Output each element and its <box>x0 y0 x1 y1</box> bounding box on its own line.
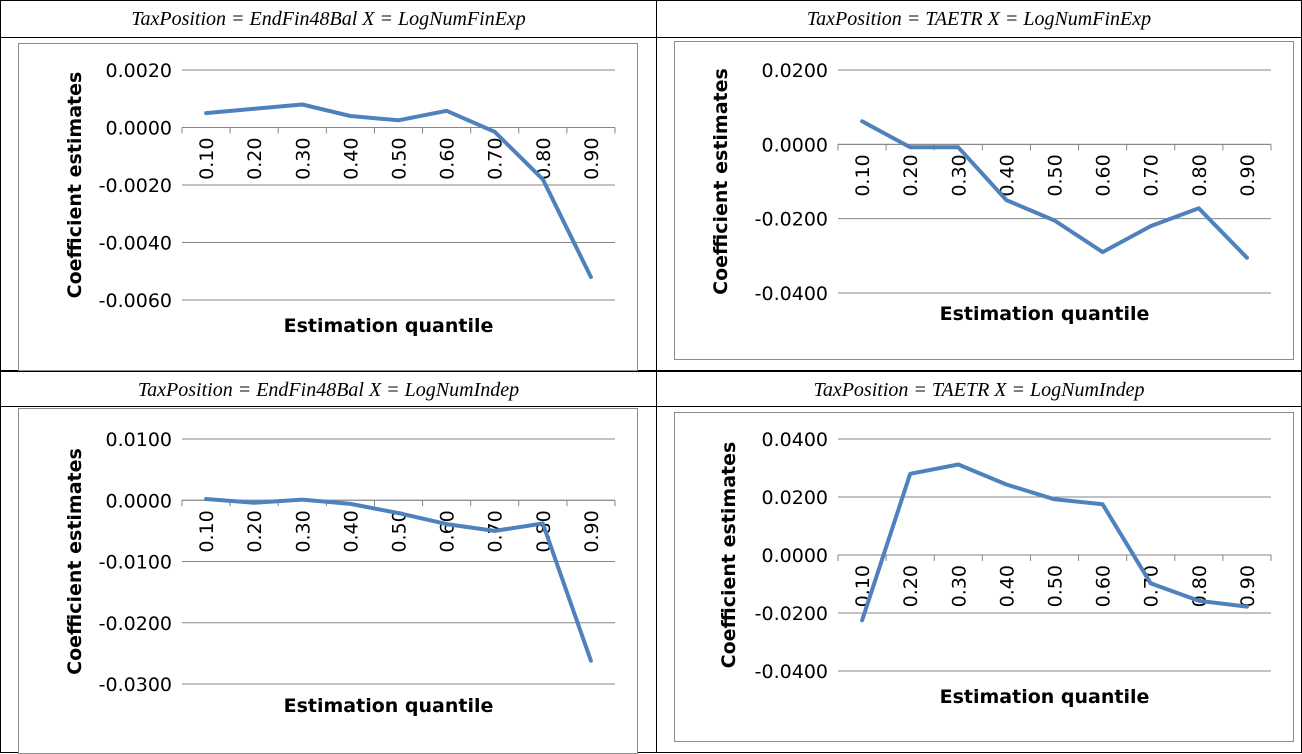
y-tick-label: -0.0020 <box>99 175 172 197</box>
table-border-left <box>0 0 1 753</box>
x-tick-label: 0.10 <box>196 138 218 180</box>
x-tick-label: 0.40 <box>340 510 362 552</box>
chart-box-bottom-right: 0.0400 0.0200 0.0000 -0.0200 -0.0400 0.10 0.20… <box>674 412 1294 742</box>
x-axis-title: Estimation quantile <box>284 315 494 337</box>
x-tick-label: 0.30 <box>948 565 970 607</box>
line-chart-bottom-left: 0.0100 0.0000 -0.0100 -0.0200 -0.0300 0.10 0.2… <box>64 429 616 717</box>
x-tick-label: 0.10 <box>852 154 874 196</box>
y-tick-label: 0.0400 <box>762 429 828 451</box>
x-tick-label: 0.40 <box>340 138 362 180</box>
x-tick-label: 0.30 <box>948 154 970 196</box>
chart-title-top-right: TaxPosition = TAETR X = LogNumFinExp <box>806 8 1152 30</box>
x-tick-label: 0.20 <box>900 154 922 196</box>
x-tick-label: 0.40 <box>996 565 1018 607</box>
x-tick-label: 0.10 <box>196 510 218 552</box>
line-chart-top-left: 0.0020 0.0000 -0.0020 -0.0040 -0.0060 0.10 0.2… <box>64 60 616 337</box>
y-tick-label: 0.0020 <box>106 60 172 82</box>
x-axis-title: Estimation quantile <box>940 686 1150 708</box>
line-chart-bottom-right: 0.0400 0.0200 0.0000 -0.0200 -0.0400 0.10 0.20… <box>718 429 1272 708</box>
x-axis-title: Estimation quantile <box>284 695 494 717</box>
chart-box-top-right: 0.0200 0.0000 -0.0200 -0.0400 0.10 0.20 0.30 0.… <box>674 41 1294 360</box>
y-tick-label: -0.0040 <box>99 233 172 255</box>
x-tick-label: 0.80 <box>533 138 555 180</box>
y-tick-label: -0.0400 <box>755 661 828 683</box>
x-tick-label: 0.30 <box>292 138 314 180</box>
y-tick-label: -0.0100 <box>99 552 172 574</box>
x-tick-label: 0.50 <box>1045 154 1067 196</box>
chart-box-top-left: 0.0020 0.0000 -0.0020 -0.0040 -0.0060 0.10 0.2… <box>18 43 638 371</box>
x-tick-label: 0.90 <box>1237 565 1259 607</box>
x-tick-label: 0.50 <box>1045 565 1067 607</box>
x-tick-label: 0.50 <box>389 138 411 180</box>
y-tick-label: -0.0200 <box>99 613 172 635</box>
y-tick-label: -0.0300 <box>99 674 172 696</box>
series-line <box>204 102 593 279</box>
series-line <box>860 119 1249 260</box>
series-line <box>204 497 593 663</box>
x-tick-label: 0.60 <box>437 510 459 552</box>
x-tick-label: 0.50 <box>389 510 411 552</box>
y-tick-label: 0.0200 <box>762 60 828 82</box>
x-tick-label: 0.30 <box>292 510 314 552</box>
chart-box-bottom-left: 0.0100 0.0000 -0.0100 -0.0200 -0.0300 0.10 0.2… <box>18 408 638 754</box>
x-tick-label: 0.90 <box>1237 154 1259 196</box>
x-tick-label: 0.60 <box>437 138 459 180</box>
table-divider-row1 <box>0 37 1302 38</box>
table-divider-middle <box>0 370 1302 372</box>
table-border-top <box>0 0 1302 1</box>
x-tick-label: 0.60 <box>1093 565 1115 607</box>
y-tick-label: 0.0000 <box>762 134 828 156</box>
chart-title-bottom-right: TaxPosition = TAETR X = LogNumIndep <box>813 379 1145 401</box>
x-tick-label: 0.10 <box>852 565 874 607</box>
x-tick-label: 0.60 <box>1093 154 1115 196</box>
x-tick-label: 0.80 <box>1189 565 1211 607</box>
x-tick-label: 0.20 <box>900 565 922 607</box>
y-tick-label: 0.0000 <box>762 545 828 567</box>
table-divider-row3 <box>0 406 1302 407</box>
x-tick-label: 0.90 <box>581 138 603 180</box>
y-tick-label: -0.0060 <box>99 290 172 312</box>
y-tick-label: -0.0400 <box>755 283 828 305</box>
y-tick-label: 0.0000 <box>106 118 172 140</box>
table-divider-column <box>656 0 657 753</box>
line-chart-top-right: 0.0200 0.0000 -0.0200 -0.0400 0.10 0.20 0.30 0.… <box>710 60 1272 325</box>
x-tick-label: 0.80 <box>1189 154 1211 196</box>
y-tick-label: -0.0200 <box>755 209 828 231</box>
x-axis-title: Estimation quantile <box>940 303 1150 325</box>
x-tick-label: 0.40 <box>996 154 1018 196</box>
chart-title-top-left: TaxPosition = EndFin48Bal X = LogNumFinE… <box>131 8 526 30</box>
x-tick-label: 0.90 <box>581 510 603 552</box>
y-axis-title: Coefficient estimates <box>64 72 86 299</box>
y-tick-label: -0.0200 <box>755 603 828 625</box>
y-tick-label: 0.0000 <box>106 490 172 512</box>
x-tick-label: 0.20 <box>244 510 266 552</box>
x-tick-label: 0.70 <box>485 138 507 180</box>
y-axis-title: Coefficient estimates <box>710 68 732 295</box>
x-tick-label: 0.20 <box>244 138 266 180</box>
y-tick-label: 0.0100 <box>106 429 172 451</box>
y-axis-title: Coefficient estimates <box>64 448 86 675</box>
x-tick-label: 0.70 <box>1141 154 1163 196</box>
y-axis-title: Coefficient estimates <box>718 442 740 669</box>
chart-title-bottom-left: TaxPosition = EndFin48Bal X = LogNumInde… <box>137 379 520 401</box>
series-line <box>860 462 1249 623</box>
y-tick-label: 0.0200 <box>762 487 828 509</box>
